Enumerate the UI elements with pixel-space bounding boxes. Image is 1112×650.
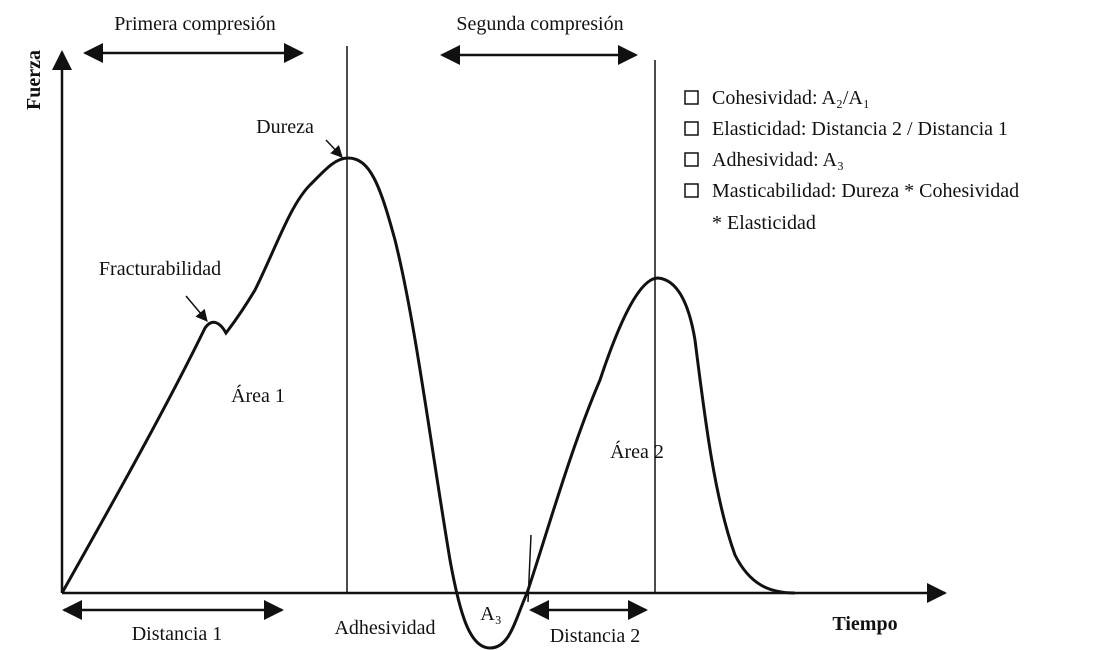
checkbox — [684, 90, 699, 105]
checkbox — [684, 152, 699, 167]
legend-item: Adhesividad: A₃ — [712, 149, 844, 171]
annotation: Distancia 2 — [550, 625, 641, 647]
annotation: Área 1 — [231, 384, 285, 407]
pointer — [185, 295, 208, 322]
legend-item: Elasticidad: Distancia 2 / Distancia 1 — [712, 118, 1008, 140]
force-curve — [60, 156, 796, 650]
pointer — [325, 139, 343, 158]
annotation: Área 2 — [610, 440, 664, 463]
annotation: Adhesividad — [334, 617, 435, 639]
x-label: Tiempo — [832, 613, 897, 635]
legend-item: Masticabilidad: Dureza * Cohesividad — [712, 180, 1019, 202]
checkbox — [684, 121, 699, 136]
legend: Cohesividad: A₂/A₁ Elasticidad: Distanci… — [684, 87, 1019, 234]
annotation: Dureza — [256, 116, 314, 138]
y-label: Fuerza — [23, 50, 45, 110]
annotation: Fracturabilidad — [99, 258, 221, 280]
phase-label: Primera compresión — [114, 13, 276, 35]
annotation: Distancia 1 — [132, 623, 223, 645]
checkbox — [684, 183, 699, 198]
annotation: A₃ — [480, 603, 501, 625]
divider — [527, 534, 532, 603]
phase-label: Segunda compresión — [456, 13, 623, 35]
legend-item: * Elasticidad — [712, 212, 816, 234]
legend-item: Cohesividad: A₂/A₁ — [712, 87, 870, 109]
